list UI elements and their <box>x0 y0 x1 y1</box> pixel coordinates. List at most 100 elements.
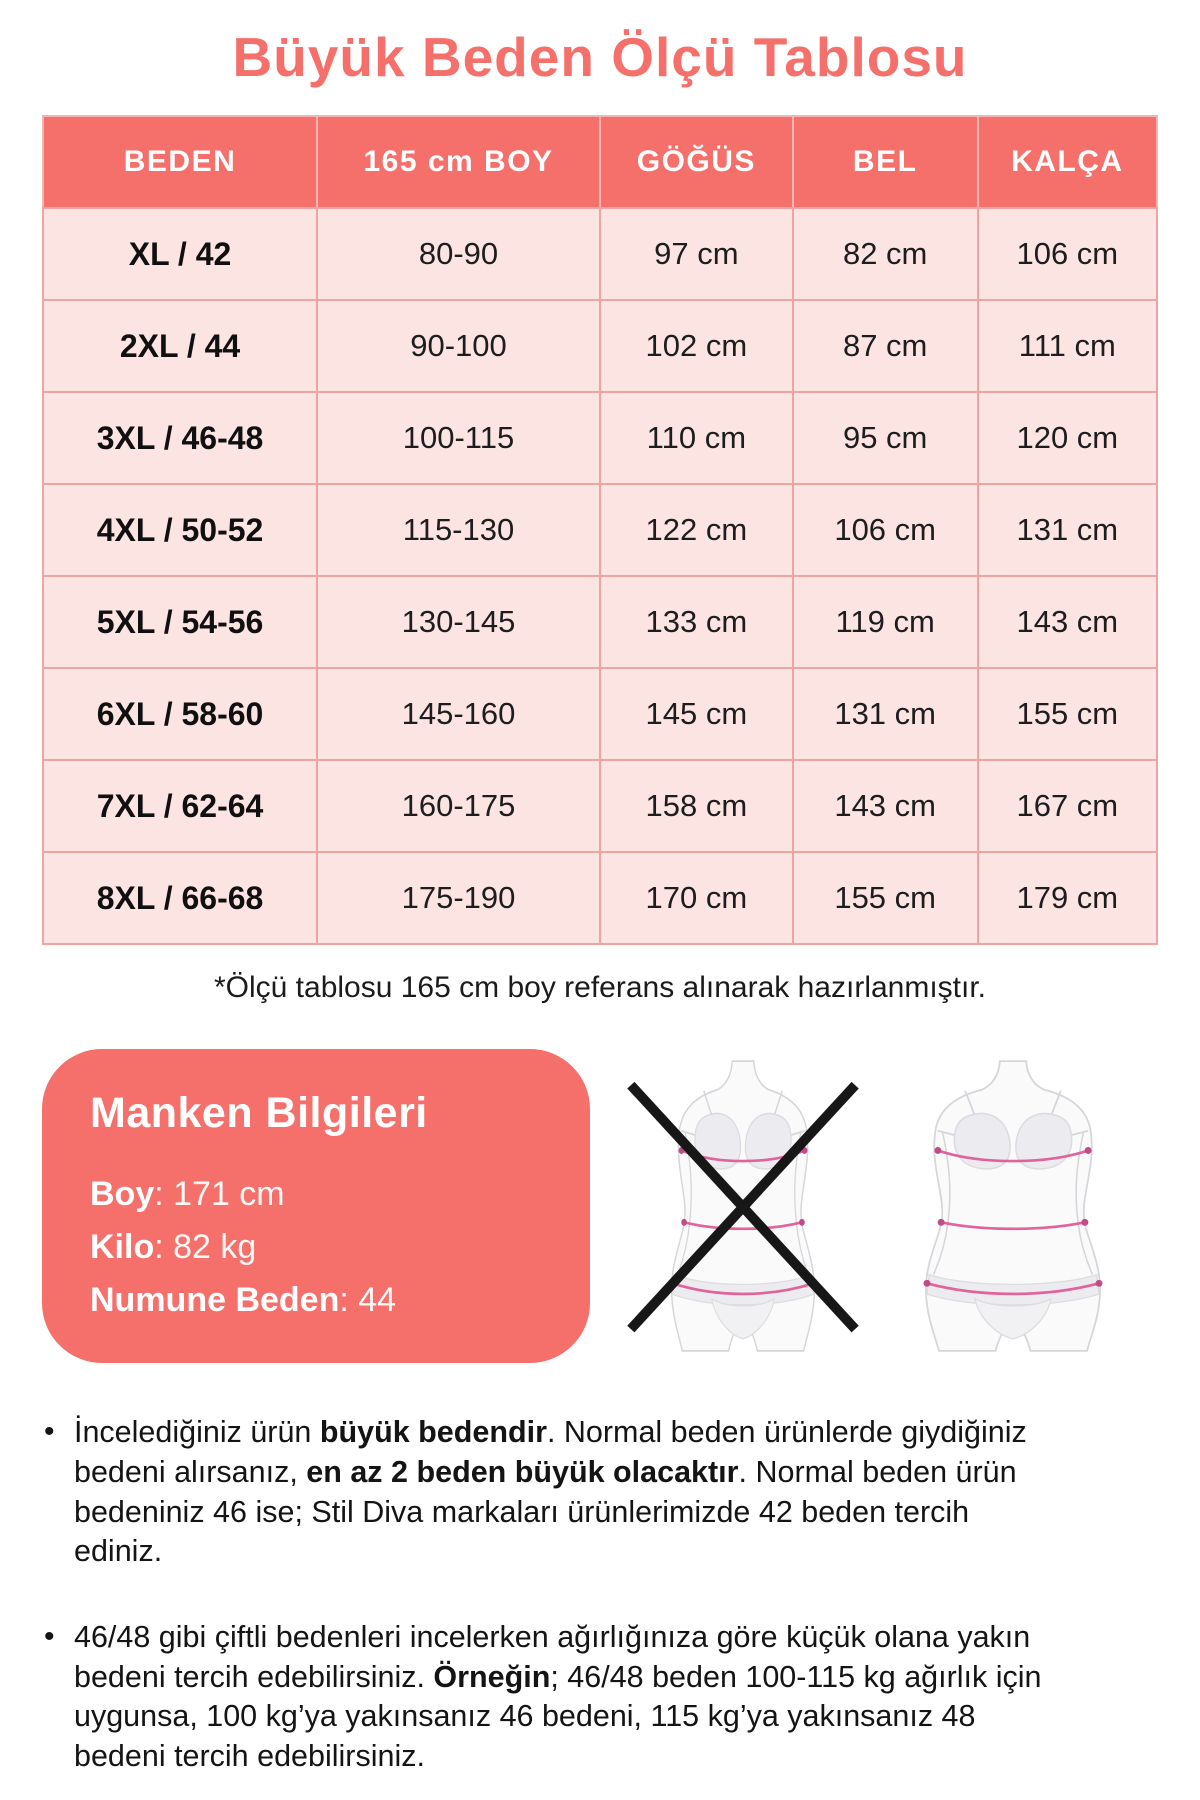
measure-cell: 143 cm <box>791 759 979 854</box>
bullet-icon: • <box>44 1415 55 1449</box>
bullet-icon: • <box>44 1619 55 1653</box>
table-row: 4XL / 50-52 115-130 122 cm 106 cm 131 cm <box>41 483 1159 578</box>
slim-body-crossed-figure <box>617 1059 869 1353</box>
bikini-bottom <box>710 1297 775 1340</box>
size-name-cell: 6XL / 58-60 <box>41 667 319 762</box>
measure-cell: 100-115 <box>316 391 601 486</box>
hip-band <box>671 1274 814 1306</box>
measure-cell: 155 cm <box>791 851 979 946</box>
measure-cell: 179 cm <box>976 851 1159 946</box>
hip-measure-line <box>926 1282 1100 1296</box>
measure-cell: 175-190 <box>316 851 601 946</box>
measure-cell: 82 cm <box>791 207 979 302</box>
note-item: • İncelediğiniz ürün büyük bedendir. Norm… <box>42 1413 1052 1572</box>
column-header-2: GÖĞÜS <box>598 115 794 210</box>
measure-cell: 145-160 <box>316 667 601 762</box>
model-info-label: Kilo <box>90 1228 155 1267</box>
size-name-cell: XL / 42 <box>41 207 319 302</box>
measure-cell: 110 cm <box>598 391 794 486</box>
size-table: BEDEN 165 cm BOY GÖĞÜS BEL KALÇA XL / 42 80-9… <box>41 115 1159 946</box>
measure-dot <box>680 1219 687 1227</box>
measure-cell: 106 cm <box>791 483 979 578</box>
model-info-label: Boy <box>90 1175 155 1214</box>
measure-cell: 131 cm <box>976 483 1159 578</box>
bra-right-cup <box>1015 1112 1073 1171</box>
measurement-figures <box>590 1049 1158 1363</box>
measure-cell: 87 cm <box>791 299 979 394</box>
bikini-bottom <box>974 1297 1053 1340</box>
note-text: İncelediğiniz ürün büyük bedendir. Norma… <box>74 1415 1027 1569</box>
header-row: BEDEN 165 cm BOY GÖĞÜS BEL KALÇA <box>41 115 1159 210</box>
column-header-4: KALÇA <box>976 115 1159 210</box>
bust-measure-line <box>937 1149 1089 1163</box>
measure-dot <box>798 1219 805 1227</box>
model-info-line: Kilo: 82 kg <box>90 1221 542 1274</box>
note-item: • 46/48 gibi çiftli bedenleri incelerken … <box>42 1618 1052 1777</box>
measure-dot <box>1095 1280 1103 1288</box>
measure-dot <box>934 1147 942 1155</box>
model-info-line: Numune Beden: 44 <box>90 1274 542 1327</box>
table-row: 5XL / 54-56 130-145 133 cm 119 cm 143 cm <box>41 575 1159 670</box>
column-header-3: BEL <box>791 115 979 210</box>
model-info-lines: Boy: 171 cm Kilo: 82 kg Numune Beden: 44 <box>90 1168 542 1327</box>
measure-cell: 102 cm <box>598 299 794 394</box>
measure-cell: 131 cm <box>791 667 979 762</box>
measure-cell: 158 cm <box>598 759 794 854</box>
model-info-card: Manken Bilgileri Boy: 171 cm Kilo: 82 kg N… <box>42 1049 590 1364</box>
measure-dot <box>1084 1147 1092 1155</box>
model-info-label: Numune Beden <box>90 1281 340 1320</box>
size-name-cell: 5XL / 54-56 <box>41 575 319 670</box>
measure-cell: 130-145 <box>316 575 601 670</box>
measure-cell: 115-130 <box>316 483 601 578</box>
column-header-0: BEDEN <box>41 115 319 210</box>
page-title: Büyük Beden Ölçü Tablosu <box>232 26 968 88</box>
measure-cell: 145 cm <box>598 667 794 762</box>
model-info-value: : 44 <box>339 1281 397 1320</box>
model-info-value: : 171 cm <box>154 1175 285 1214</box>
size-table-header: BEDEN 165 cm BOY GÖĞÜS BEL KALÇA <box>41 115 1159 210</box>
table-row: XL / 42 80-90 97 cm 82 cm 106 cm <box>41 207 1159 302</box>
measure-cell: 133 cm <box>598 575 794 670</box>
measure-cell: 97 cm <box>598 207 794 302</box>
size-name-cell: 3XL / 46-48 <box>41 391 319 486</box>
body-figure <box>923 1060 1103 1352</box>
size-name-cell: 2XL / 44 <box>41 299 319 394</box>
measure-dot <box>1081 1219 1089 1227</box>
measure-cell: 160-175 <box>316 759 601 854</box>
table-row: 8XL / 66-68 175-190 170 cm 155 cm 179 cm <box>41 851 1159 946</box>
size-name-cell: 4XL / 50-52 <box>41 483 319 578</box>
table-row: 7XL / 62-64 160-175 158 cm 143 cm 167 cm <box>41 759 1159 854</box>
hip-measure-line <box>671 1282 814 1296</box>
plus-size-body-figure <box>887 1059 1139 1353</box>
measure-cell: 95 cm <box>791 391 979 486</box>
bra-straps <box>680 1090 805 1137</box>
measure-cell: 106 cm <box>976 207 1159 302</box>
table-row: 6XL / 58-60 145-160 145 cm 131 cm 155 cm <box>41 667 1159 762</box>
note-text: 46/48 gibi çiftli bedenleri incelerken a… <box>74 1619 1042 1773</box>
waist-measure-line <box>683 1221 802 1231</box>
measure-cell: 122 cm <box>598 483 794 578</box>
table-row: 2XL / 44 90-100 102 cm 87 cm 111 cm <box>41 299 1159 394</box>
model-section: Manken Bilgileri Boy: 171 cm Kilo: 82 kg N… <box>42 1049 1158 1364</box>
measure-dot <box>923 1280 931 1288</box>
measure-cell: 90-100 <box>316 299 601 394</box>
measure-cell: 143 cm <box>976 575 1159 670</box>
bra-straps <box>937 1090 1089 1137</box>
measure-cell: 170 cm <box>598 851 794 946</box>
size-name-cell: 8XL / 66-68 <box>41 851 319 946</box>
size-table-body: XL / 42 80-90 97 cm 82 cm 106 cm 2XL / 44 90-1… <box>41 207 1159 946</box>
measure-cell: 119 cm <box>791 575 979 670</box>
x-mark-icon <box>626 1082 859 1333</box>
bra-left-cup <box>953 1112 1012 1171</box>
size-name-cell: 7XL / 62-64 <box>41 759 319 854</box>
model-info-value: : 82 kg <box>154 1228 257 1267</box>
table-footnote: *Ölçü tablosu 165 cm boy referans alınar… <box>213 971 987 1005</box>
waist-measure-line <box>941 1221 1086 1231</box>
model-info-title: Manken Bilgileri <box>90 1089 428 1138</box>
measure-dot <box>937 1219 945 1227</box>
measure-cell: 155 cm <box>976 667 1159 762</box>
measure-cell: 80-90 <box>316 207 601 302</box>
table-row: 3XL / 46-48 100-115 110 cm 95 cm 120 cm <box>41 391 1159 486</box>
measure-cell: 167 cm <box>976 759 1159 854</box>
